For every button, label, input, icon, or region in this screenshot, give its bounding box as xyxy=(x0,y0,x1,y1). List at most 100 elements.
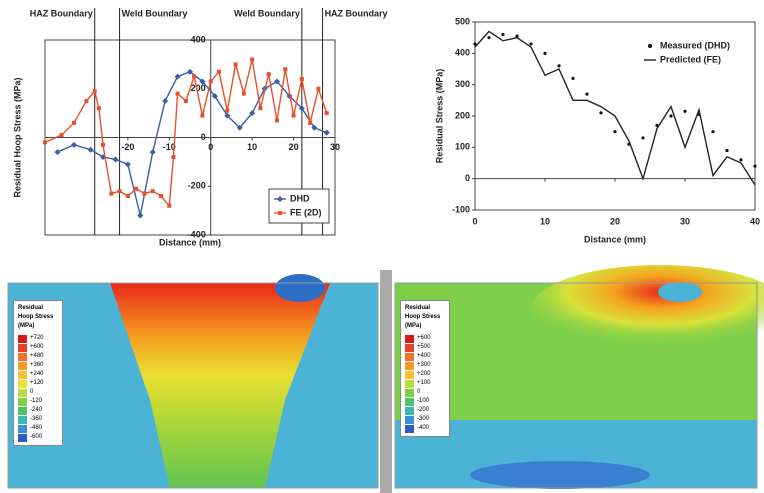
point xyxy=(308,121,312,125)
legend-swatch xyxy=(405,416,414,424)
point xyxy=(112,156,118,162)
legend-row: +500 xyxy=(405,343,445,352)
point xyxy=(54,149,60,155)
legend-row: 0 xyxy=(405,388,445,397)
legend-row: 0 xyxy=(18,388,58,397)
legend-level: +300 xyxy=(417,361,431,370)
legend-swatch xyxy=(18,407,27,415)
legend-level: +600 xyxy=(417,334,431,343)
legend-row: +300 xyxy=(405,361,445,370)
legend-row: -300 xyxy=(405,415,445,424)
legend-swatch xyxy=(405,353,414,361)
legend-level: +120 xyxy=(30,379,44,388)
point xyxy=(88,147,94,153)
legend-level: 0 xyxy=(417,388,420,397)
contour-legend: Residual Hoop Stress (MPa) +720+600+480+3… xyxy=(13,300,63,446)
point xyxy=(641,136,644,139)
legend-level: +480 xyxy=(30,352,44,361)
legend-level: -480 xyxy=(30,424,42,433)
point xyxy=(258,106,262,110)
legend-row: +120 xyxy=(18,379,58,388)
legend-level: -400 xyxy=(417,424,429,433)
legend-title: Residual Hoop Stress (MPa) xyxy=(18,304,58,331)
point xyxy=(159,194,163,198)
legend-row: -100 xyxy=(405,397,445,406)
legend-row: -600 xyxy=(18,433,58,442)
legend-label: DHD xyxy=(290,193,310,203)
y-tick-label: 200 xyxy=(455,110,470,120)
legend-row: +600 xyxy=(18,343,58,352)
point xyxy=(292,114,296,118)
legend-swatch xyxy=(18,416,27,424)
legend-swatch xyxy=(18,344,27,352)
legend-row: +720 xyxy=(18,334,58,343)
legend-swatch xyxy=(18,362,27,370)
legend-row: -480 xyxy=(18,424,58,433)
legend-swatch xyxy=(405,425,414,433)
legend-level: +400 xyxy=(417,352,431,361)
point xyxy=(176,92,180,96)
point xyxy=(150,149,156,155)
legend-row: +360 xyxy=(18,361,58,370)
legend-label: Measured (DHD) xyxy=(660,40,730,50)
x-tick-label: 20 xyxy=(289,142,299,152)
y-tick-label: 400 xyxy=(191,34,206,44)
legend-level: -200 xyxy=(417,406,429,415)
legend-level: -240 xyxy=(30,406,42,415)
annotation: Weld Boundary xyxy=(122,8,188,18)
point xyxy=(739,158,742,161)
legend-label: Predicted (FE) xyxy=(660,54,721,64)
series-line xyxy=(45,60,327,206)
x-tick-label: 10 xyxy=(247,142,257,152)
point xyxy=(125,161,131,167)
x-tick-label: 0 xyxy=(208,142,213,152)
x-axis-label: Distance (mm) xyxy=(584,234,646,244)
legend-row: +240 xyxy=(18,370,58,379)
point xyxy=(283,67,287,71)
legend-level: 0 xyxy=(30,388,33,397)
point xyxy=(250,58,254,62)
legend-level: +100 xyxy=(417,379,431,388)
legend-swatch xyxy=(405,371,414,379)
point xyxy=(242,92,246,96)
point xyxy=(225,109,229,113)
legend-level: -300 xyxy=(417,415,429,424)
point xyxy=(137,213,143,219)
legend-swatch xyxy=(18,335,27,343)
divider xyxy=(380,270,392,493)
legend-swatch xyxy=(405,344,414,352)
legend-row: -360 xyxy=(18,415,58,424)
point xyxy=(93,89,97,93)
legend-swatch xyxy=(18,425,27,433)
point xyxy=(585,92,588,95)
legend-row: -200 xyxy=(405,406,445,415)
point xyxy=(683,110,686,113)
legend-row: +400 xyxy=(405,352,445,361)
point xyxy=(669,114,672,117)
point xyxy=(97,106,101,110)
figure-canvas: -400-2000200400-20-100102030Distance (mm… xyxy=(0,0,764,493)
point xyxy=(325,111,329,115)
x-tick-label: 0 xyxy=(472,216,477,226)
legend-level: -120 xyxy=(30,397,42,406)
legend-swatch xyxy=(405,398,414,406)
legend-level: -360 xyxy=(30,415,42,424)
point xyxy=(529,42,532,45)
x-tick-label: -20 xyxy=(121,142,134,152)
point xyxy=(613,130,616,133)
point xyxy=(324,130,330,136)
legend-swatch xyxy=(405,389,414,397)
legend-row: +200 xyxy=(405,370,445,379)
point xyxy=(126,194,130,198)
point xyxy=(209,79,213,83)
legend-swatch xyxy=(18,389,27,397)
y-tick-label: 200 xyxy=(191,83,206,93)
point xyxy=(84,99,88,103)
point xyxy=(184,99,188,103)
contour-spot xyxy=(658,282,702,302)
figure: -400-2000200400-20-100102030Distance (mm… xyxy=(0,0,764,493)
point xyxy=(60,133,64,137)
legend-level: +240 xyxy=(30,370,44,379)
y-tick-label: -200 xyxy=(188,181,206,191)
contour-legend: Residual Hoop Stress (MPa)+600+500+400+3… xyxy=(400,300,450,437)
